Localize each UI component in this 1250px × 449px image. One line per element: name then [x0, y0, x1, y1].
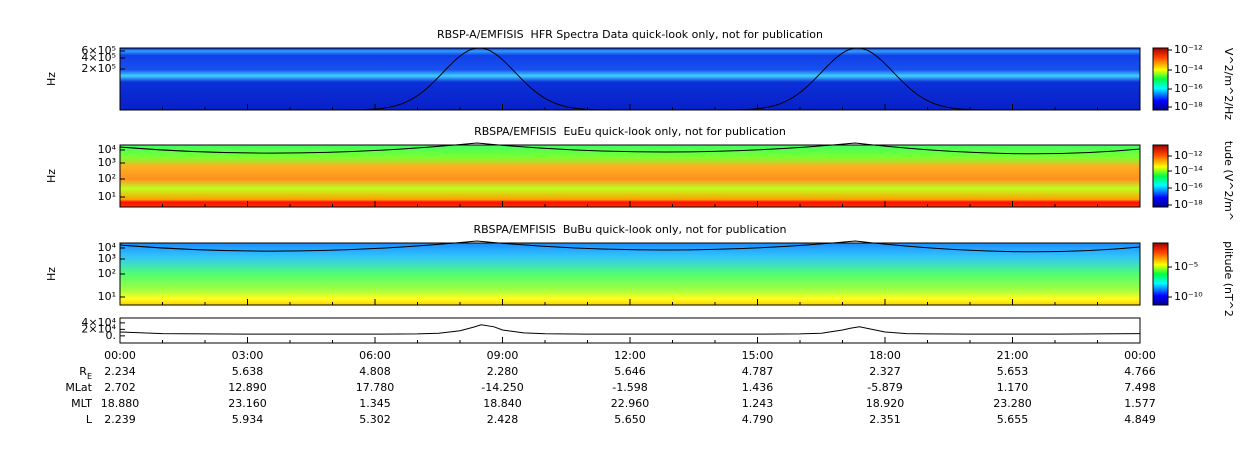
- colorbar-label: plitude (nT^2: [1222, 241, 1235, 317]
- ephemeris-value: 5.655: [997, 413, 1029, 426]
- colorbar-tick-label: 10⁻⁵: [1174, 260, 1198, 273]
- colorbar-tick-label: 10⁻¹⁶: [1174, 82, 1203, 95]
- colorbar-tick-label: 10⁻¹⁶: [1174, 181, 1203, 194]
- y-tick-label: 10¹: [98, 190, 116, 203]
- y-tick-label: 10²: [98, 267, 116, 280]
- ephemeris-value: 2.702: [104, 381, 136, 394]
- ephemeris-value: 7.498: [1124, 381, 1156, 394]
- y-axis-label: Hz: [45, 267, 58, 281]
- ephemeris-value: 5.302: [359, 413, 391, 426]
- ephemeris-value: 4.808: [359, 365, 391, 378]
- y-tick-label: 10³: [98, 156, 116, 169]
- y-tick-label: 10⁴: [98, 143, 117, 156]
- spectrogram: [120, 145, 1140, 207]
- y-tick-label: 6×10⁵: [81, 44, 116, 57]
- colorbar: [1152, 47, 1169, 111]
- time-label: 06:00: [359, 349, 391, 362]
- colorbar-label: tude (V^2/m^: [1222, 141, 1235, 221]
- ephemeris-label: L: [86, 413, 93, 426]
- ephemeris-value: 18.920: [866, 397, 905, 410]
- ephemeris-value: -5.879: [867, 381, 902, 394]
- time-label: 18:00: [869, 349, 901, 362]
- ephemeris-value: 18.840: [483, 397, 522, 410]
- y-axis-label: Hz: [45, 169, 58, 183]
- ephemeris-value: 5.653: [997, 365, 1029, 378]
- time-label: 09:00: [487, 349, 519, 362]
- ephemeris-value: 1.243: [742, 397, 774, 410]
- y-tick-label: 10¹: [98, 290, 116, 303]
- colorbar-label: V^2/m^2/Hz: [1222, 48, 1235, 120]
- ephemeris-value: 5.934: [232, 413, 264, 426]
- spectrogram: [120, 48, 1140, 110]
- colorbar: [1152, 144, 1169, 208]
- ephemeris-value: -1.598: [612, 381, 647, 394]
- ephemeris-value: 1.577: [1124, 397, 1156, 410]
- panel-title: RBSPA/EMFISIS BuBu quick-look only, not …: [474, 223, 787, 236]
- ephemeris-value: 23.280: [993, 397, 1032, 410]
- ephemeris-value: 5.646: [614, 365, 646, 378]
- ephemeris-value: 5.650: [614, 413, 646, 426]
- ephemeris-label-text: MLT: [71, 397, 92, 410]
- cyclotron-curve: [119, 240, 1141, 253]
- plot-area: RBSP-A/EMFISIS HFR Spectra Data quick-lo…: [45, 28, 1235, 426]
- colorbar-tick-label: 10⁻¹⁴: [1174, 63, 1203, 76]
- y-tick-label: 4×10⁵: [81, 51, 116, 64]
- colorbar-tick-label: 10⁻¹⁸: [1174, 198, 1203, 211]
- y-tick-label: 4×10⁴: [81, 316, 116, 329]
- ephemeris-value: 2.428: [487, 413, 519, 426]
- ephemeris-value: 2.280: [487, 365, 519, 378]
- y-tick-label: 2×10⁵: [81, 62, 116, 75]
- ephemeris-value: 5.638: [232, 365, 264, 378]
- ephemeris-value: 1.345: [359, 397, 391, 410]
- y-tick-label: 10²: [98, 172, 116, 185]
- colorbar: [1152, 242, 1169, 306]
- colorbar-tick-label: 10⁻¹⁸: [1174, 100, 1203, 113]
- ephemeris-value: 12.890: [228, 381, 267, 394]
- ephemeris-value: 18.880: [101, 397, 140, 410]
- panel-title: RBSPA/EMFISIS EuEu quick-look only, not …: [474, 125, 786, 138]
- time-label: 03:00: [232, 349, 264, 362]
- time-label: 00:00: [104, 349, 136, 362]
- y-axis-label: Hz: [45, 72, 58, 86]
- colorbar-tick-label: 10⁻¹⁴: [1174, 164, 1203, 177]
- colorbar-tick-label: 10⁻¹⁰: [1174, 290, 1203, 303]
- ephemeris-value: 2.351: [869, 413, 901, 426]
- ephemeris-value: 2.239: [104, 413, 136, 426]
- ephemeris-label: RE: [79, 365, 92, 381]
- ephemeris-value: 4.787: [742, 365, 774, 378]
- y-tick-label: 10⁴: [98, 241, 117, 254]
- ephemeris-value: 1.170: [997, 381, 1029, 394]
- time-label: 15:00: [742, 349, 774, 362]
- y-tick-label: 10³: [98, 252, 116, 265]
- colorbar-tick-label: 10⁻¹²: [1174, 149, 1203, 162]
- spectrogram: [120, 243, 1140, 305]
- ephemeris-label-text: R: [79, 365, 87, 378]
- data-line: [119, 324, 1141, 335]
- ephemeris-value: 22.960: [611, 397, 650, 410]
- ephemeris-label: MLT: [71, 397, 92, 410]
- ephemeris-value: -14.250: [481, 381, 523, 394]
- ephemeris-value: 4.790: [742, 413, 774, 426]
- y-tick-label: 2×10⁴: [81, 322, 116, 335]
- ephemeris-label-text: MLat: [65, 381, 92, 394]
- ephemeris-value: 4.849: [1124, 413, 1156, 426]
- time-label: 00:00: [1124, 349, 1156, 362]
- ephemeris-value: 23.160: [228, 397, 267, 410]
- colorbar-tick-label: 10⁻¹²: [1174, 43, 1203, 56]
- ephemeris-value: 1.436: [742, 381, 774, 394]
- ephemeris-label-text: L: [86, 413, 93, 426]
- ephemeris-value: 17.780: [356, 381, 395, 394]
- time-label: 12:00: [614, 349, 646, 362]
- ephemeris-label: MLat: [65, 381, 92, 394]
- ephemeris-value: 2.234: [104, 365, 136, 378]
- ephemeris-value: 2.327: [869, 365, 901, 378]
- ephemeris-value: 4.766: [1124, 365, 1156, 378]
- cyclotron-curve: [119, 142, 1141, 155]
- time-label: 21:00: [997, 349, 1029, 362]
- y-tick-label: 0.: [106, 329, 117, 342]
- ephemeris-label-sub: E: [87, 372, 92, 381]
- panel-title: RBSP-A/EMFISIS HFR Spectra Data quick-lo…: [437, 28, 823, 41]
